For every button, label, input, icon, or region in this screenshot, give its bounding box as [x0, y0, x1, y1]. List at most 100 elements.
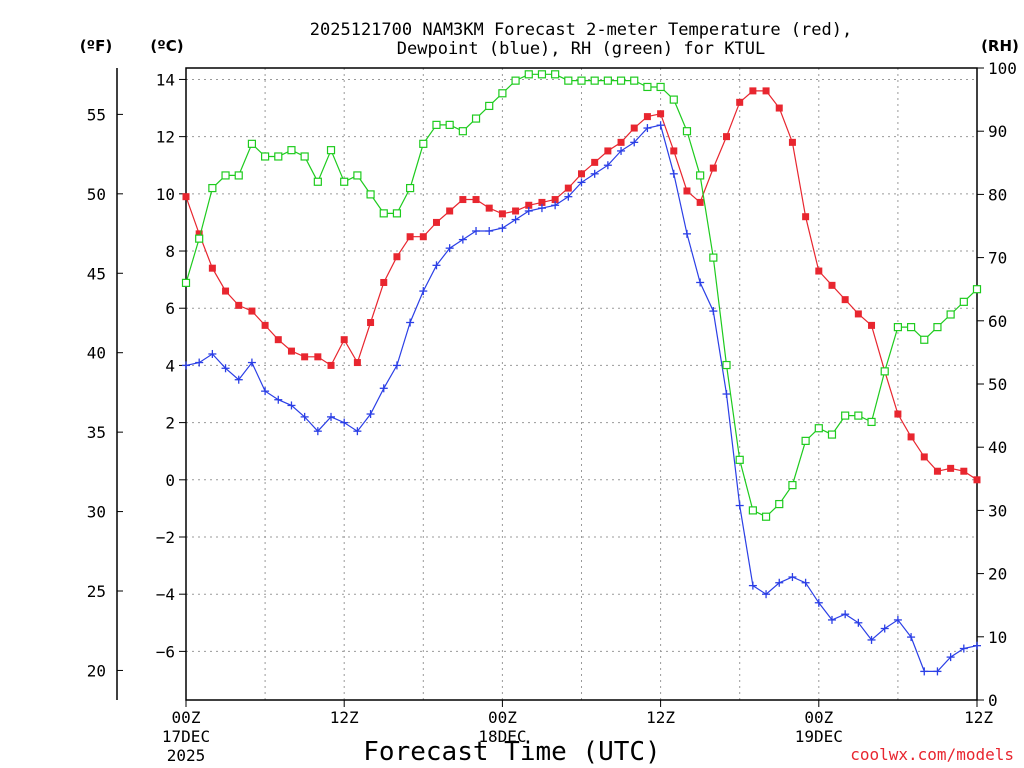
temperature-point: [591, 158, 599, 166]
rh-point: [577, 76, 586, 85]
temperature-point: [762, 87, 770, 95]
celsius-tick-label: 4: [165, 356, 175, 375]
rh-point: [933, 323, 942, 332]
temperature-point: [525, 201, 533, 209]
temperature-point: [736, 98, 744, 106]
temperature-point: [841, 296, 849, 304]
rh-point: [287, 146, 296, 155]
rh-tick-label: 30: [988, 501, 1007, 520]
rh-point: [682, 127, 692, 136]
temperature-point: [235, 301, 243, 309]
temperature-point: [683, 187, 691, 195]
temperature-point: [446, 207, 454, 215]
temperature-point: [498, 210, 506, 218]
dewpoint-point: [643, 124, 652, 133]
dewpoint-point: [182, 361, 190, 370]
dewpoint-point: [722, 390, 731, 399]
rh-point: [551, 70, 560, 79]
dewpoint-point: [801, 578, 810, 587]
dewpoint-point: [814, 598, 823, 607]
rh-tick-label: 0: [988, 691, 998, 710]
temperature-point: [380, 278, 388, 286]
dewpoint-point: [353, 427, 362, 436]
rh-tick-label: 60: [988, 312, 1007, 331]
rh-point: [537, 70, 547, 79]
temperature-point: [828, 281, 836, 289]
temperature-point: [657, 110, 665, 118]
temperature-point: [248, 307, 256, 315]
celsius-unit-label: (ºC): [150, 37, 183, 55]
dewpoint-point: [959, 644, 968, 653]
celsius-tick-label: −4: [156, 585, 175, 604]
rh-point: [471, 114, 481, 123]
rh-point: [590, 76, 599, 85]
dewpoint-point: [313, 427, 322, 436]
chart-title-line1: 2025121700 NAM3KM Forecast 2-meter Tempe…: [310, 20, 852, 40]
rh-point: [630, 76, 639, 85]
rh-point: [656, 82, 665, 92]
dewpoint-point: [261, 387, 270, 396]
dewpoint-point: [458, 235, 467, 244]
rh-point: [379, 209, 388, 218]
x-tick-date-label: 17DEC: [162, 727, 210, 746]
rh-point: [498, 89, 507, 98]
rh-point: [827, 430, 837, 439]
rh-tick-label: 10: [988, 628, 1007, 647]
temperature-point: [301, 353, 309, 361]
dewpoint-point: [867, 635, 876, 644]
dewpoint-point: [854, 618, 863, 627]
temperature-point: [419, 233, 427, 241]
dewpoint-point: [762, 590, 771, 599]
temperature-point: [459, 196, 467, 204]
temperature-point: [261, 321, 269, 329]
dewpoint-point: [247, 358, 256, 367]
temperature-point: [960, 467, 968, 475]
rh-point: [735, 455, 744, 464]
temperature-point: [788, 138, 796, 146]
dewpoint-point: [195, 358, 204, 367]
dewpoint-point: [735, 501, 744, 510]
dewpoint-point: [907, 633, 916, 642]
rh-point: [761, 512, 771, 521]
dewpoint-point: [946, 653, 955, 662]
temperature-point: [709, 164, 717, 172]
temperature-point: [551, 196, 559, 204]
fahrenheit-tick-label: 35: [87, 423, 106, 442]
celsius-tick-label: 10: [156, 185, 175, 204]
dewpoint-point: [406, 318, 415, 327]
dewpoint-point: [617, 146, 626, 155]
temperature-point: [815, 267, 823, 275]
temperature-point: [274, 336, 282, 344]
dewpoint-point: [564, 192, 573, 201]
temperature-point: [723, 133, 731, 141]
rh-point: [485, 101, 494, 111]
temperature-point: [670, 147, 678, 155]
temperature-point: [617, 138, 625, 146]
rh-point: [801, 436, 810, 445]
dewpoint-point: [392, 361, 401, 370]
dewpoint-point: [287, 401, 296, 410]
rh-point: [643, 82, 652, 92]
rh-point: [788, 481, 797, 490]
rh-point: [854, 411, 863, 420]
rh-point: [814, 424, 823, 433]
temperature-point: [630, 124, 638, 132]
temperature-point: [195, 230, 203, 238]
rh-point: [920, 335, 929, 344]
rh-tick-label: 100: [988, 59, 1017, 78]
dewpoint-point: [682, 229, 691, 238]
dewpoint-point: [709, 307, 718, 316]
x-tick-label: 12Z: [646, 708, 675, 727]
temperature-point: [643, 113, 651, 121]
dewpoint-point: [472, 227, 481, 236]
dewpoint-point: [208, 349, 217, 358]
temperature-point: [933, 467, 941, 475]
rh-point: [445, 120, 454, 129]
rh-point: [722, 360, 731, 370]
temperature-point: [472, 196, 480, 204]
rh-point: [880, 367, 889, 376]
dewpoint-point: [524, 206, 533, 215]
fahrenheit-tick-label: 55: [87, 105, 106, 124]
dewpoint-point: [933, 667, 942, 676]
